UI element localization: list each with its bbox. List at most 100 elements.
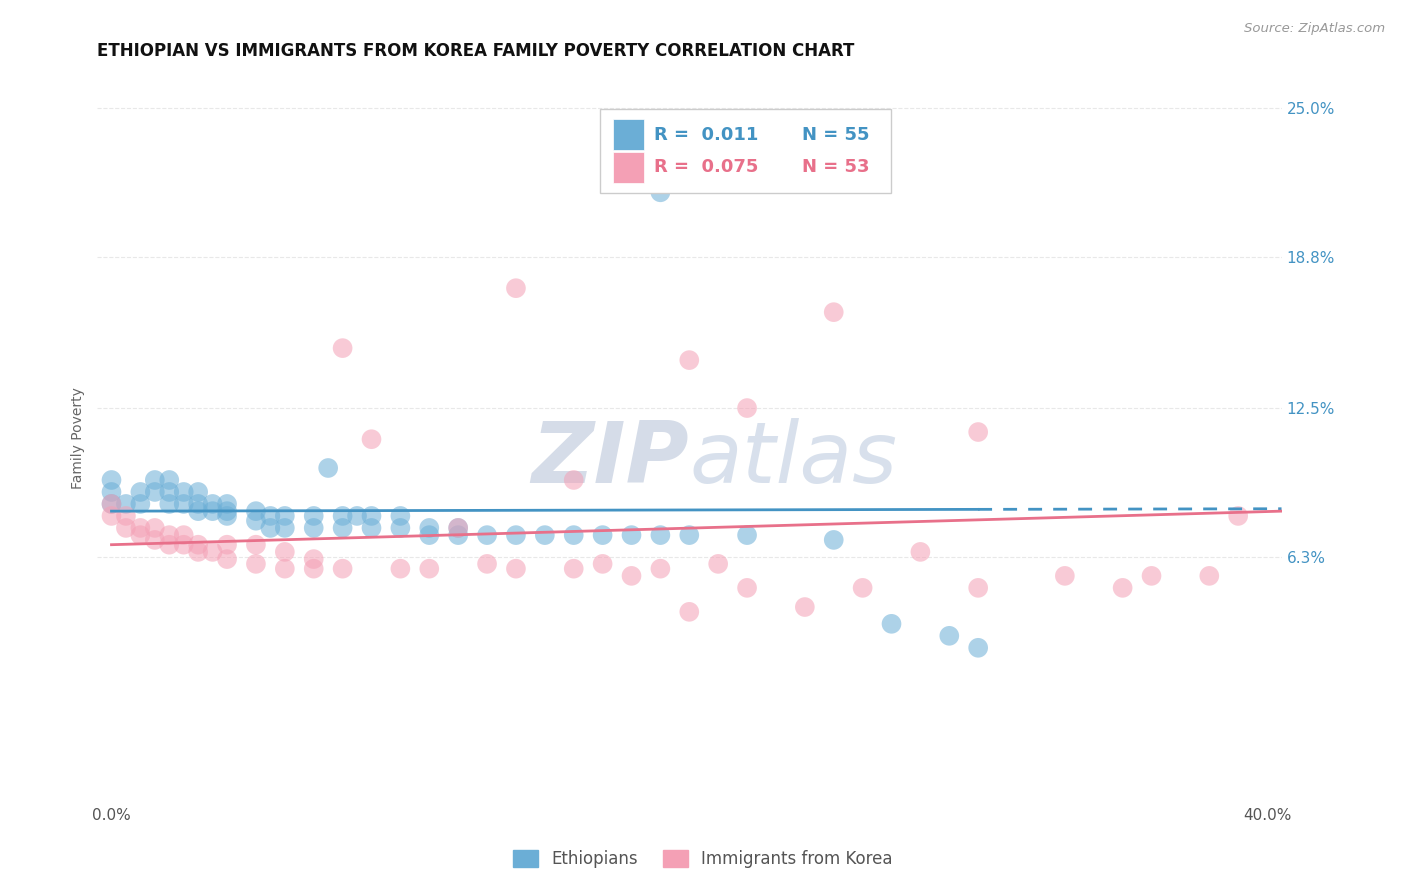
Point <box>215 508 238 523</box>
Point <box>678 605 700 619</box>
Y-axis label: Family Poverty: Family Poverty <box>72 387 86 489</box>
Point <box>447 521 470 535</box>
Text: atlas: atlas <box>689 418 897 501</box>
Point <box>707 557 730 571</box>
Point <box>274 562 297 576</box>
Point <box>562 528 585 542</box>
Text: R =  0.011: R = 0.011 <box>654 126 758 144</box>
Point <box>173 485 195 500</box>
Point <box>418 521 440 535</box>
Point <box>187 545 209 559</box>
Point <box>274 521 297 535</box>
Point <box>302 508 325 523</box>
Point <box>360 521 382 535</box>
Legend: Ethiopians, Immigrants from Korea: Ethiopians, Immigrants from Korea <box>506 843 900 875</box>
Point <box>115 521 138 535</box>
Point <box>938 629 960 643</box>
Point <box>967 425 990 439</box>
Point <box>1053 569 1076 583</box>
FancyBboxPatch shape <box>600 109 890 193</box>
Point <box>100 508 122 523</box>
Point <box>475 557 498 571</box>
Point <box>1227 508 1250 523</box>
Point <box>505 281 527 295</box>
Point <box>735 528 758 542</box>
Point <box>100 473 122 487</box>
Point <box>143 521 166 535</box>
Point <box>650 186 672 200</box>
Point <box>215 497 238 511</box>
Point <box>259 508 281 523</box>
Point <box>115 508 138 523</box>
Point <box>215 504 238 518</box>
Point <box>389 508 412 523</box>
Point <box>592 557 614 571</box>
Point <box>650 562 672 576</box>
Point <box>346 508 368 523</box>
Point <box>735 581 758 595</box>
Point <box>157 528 180 542</box>
Point <box>967 581 990 595</box>
Point <box>967 640 990 655</box>
Point <box>562 473 585 487</box>
Text: R =  0.075: R = 0.075 <box>654 159 758 177</box>
Point <box>389 521 412 535</box>
Point <box>650 528 672 542</box>
Point <box>360 508 382 523</box>
Point <box>562 562 585 576</box>
Point <box>129 528 152 542</box>
Point <box>475 528 498 542</box>
Point <box>447 528 470 542</box>
Point <box>505 562 527 576</box>
Point <box>143 533 166 547</box>
Point <box>274 508 297 523</box>
Point <box>143 485 166 500</box>
Point <box>115 497 138 511</box>
Point <box>332 562 354 576</box>
Point <box>201 497 224 511</box>
FancyBboxPatch shape <box>613 120 644 150</box>
Point <box>418 562 440 576</box>
Point <box>157 473 180 487</box>
Point <box>129 497 152 511</box>
Point <box>173 538 195 552</box>
Point <box>418 528 440 542</box>
Text: N = 53: N = 53 <box>801 159 869 177</box>
Point <box>910 545 932 559</box>
Point <box>173 497 195 511</box>
Point <box>100 497 122 511</box>
Point <box>1111 581 1133 595</box>
Point <box>201 504 224 518</box>
Point <box>302 552 325 566</box>
Point <box>129 521 152 535</box>
Point <box>302 562 325 576</box>
Point <box>592 528 614 542</box>
Point <box>852 581 875 595</box>
Point <box>100 485 122 500</box>
Point <box>173 528 195 542</box>
Point <box>332 341 354 355</box>
Point <box>316 461 339 475</box>
Point <box>245 557 267 571</box>
Point <box>620 569 643 583</box>
Point <box>245 514 267 528</box>
Point <box>620 528 643 542</box>
Text: Source: ZipAtlas.com: Source: ZipAtlas.com <box>1244 22 1385 36</box>
Point <box>793 600 815 615</box>
Point <box>187 485 209 500</box>
Point <box>215 552 238 566</box>
Point <box>143 473 166 487</box>
Text: ETHIOPIAN VS IMMIGRANTS FROM KOREA FAMILY POVERTY CORRELATION CHART: ETHIOPIAN VS IMMIGRANTS FROM KOREA FAMIL… <box>97 42 855 60</box>
Point <box>1140 569 1163 583</box>
Point <box>201 545 224 559</box>
Point <box>880 616 903 631</box>
Point <box>157 538 180 552</box>
Point <box>447 521 470 535</box>
FancyBboxPatch shape <box>613 153 644 183</box>
Point <box>100 497 122 511</box>
Point <box>332 521 354 535</box>
Point <box>245 538 267 552</box>
Point <box>678 528 700 542</box>
Point <box>157 485 180 500</box>
Point <box>187 504 209 518</box>
